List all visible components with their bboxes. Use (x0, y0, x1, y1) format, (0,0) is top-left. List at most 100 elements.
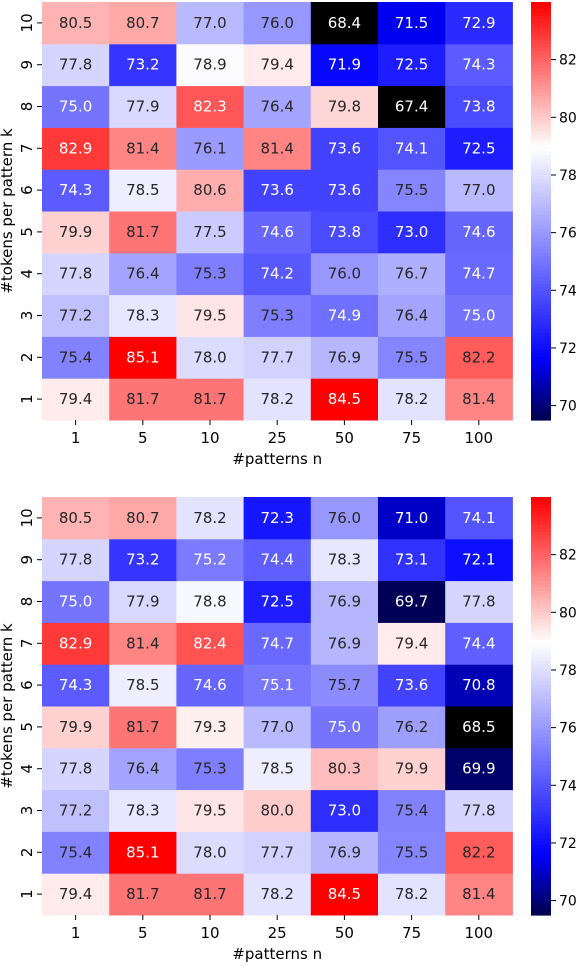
cell-value-label: 76.1 (193, 139, 226, 157)
colorbar-segment (531, 712, 551, 718)
x-tick-label: 25 (268, 924, 287, 942)
y-tick-label: 4 (18, 269, 36, 279)
cell-value-label: 68.5 (462, 718, 495, 736)
colorbar-segment (531, 71, 551, 76)
heatmap-cell-k7-n25 (243, 127, 312, 170)
colorbar-segment (531, 552, 551, 557)
heatmap-cell-k1-n5 (109, 378, 177, 421)
cell-value-label: 77.0 (193, 14, 226, 32)
colorbar-segment (531, 514, 551, 519)
cell-value-label: 82.2 (462, 843, 495, 861)
y-tick-label: 10 (18, 13, 36, 32)
colorbar-tick-label: 80 (559, 110, 577, 126)
cell-value-label: 75.3 (260, 307, 293, 325)
colorbar-segment (531, 772, 551, 777)
x-tick-label: 5 (138, 429, 148, 447)
colorbar-segment (531, 266, 551, 271)
heatmap-cell-k6-n10 (176, 169, 245, 212)
colorbar-segment (531, 726, 551, 731)
heatmap-cell-k10-n50 (310, 2, 379, 45)
cell-value-label: 76.9 (328, 634, 361, 652)
cell-value-label: 78.3 (126, 802, 159, 820)
colorbar-segment (531, 2, 551, 7)
colorbar-segment (531, 207, 551, 212)
heatmap-cell-k10-n75 (378, 497, 446, 540)
colorbar-segment (531, 733, 551, 738)
x-tick-label: 5 (138, 924, 148, 942)
heatmap-cell-k7-n100 (445, 622, 513, 665)
cell-value-label: 77.7 (260, 348, 293, 366)
cell-value-label: 79.5 (193, 802, 226, 820)
heatmap-cell-k2-n1 (42, 831, 110, 874)
heatmap-cell-k2-n75 (378, 336, 446, 379)
cell-value-label: 74.4 (462, 634, 495, 652)
heatmap-cell-k6-n1 (42, 664, 110, 707)
colorbar-segment (531, 360, 551, 365)
colorbar-tick-label: 70 (559, 894, 577, 910)
colorbar-segment (531, 92, 551, 97)
cell-value-label: 71.9 (328, 56, 361, 74)
colorbar-segment (531, 507, 551, 512)
cell-value-label: 79.4 (59, 885, 92, 903)
cell-value-label: 80.6 (193, 181, 226, 199)
heatmap-cell-k3-n100 (445, 789, 513, 832)
heatmap-cell-k3-n1 (42, 294, 110, 337)
cell-value-label: 75.4 (59, 348, 92, 366)
heatmap-cell-k2-n5 (109, 831, 177, 874)
x-tick-label: 10 (200, 429, 219, 447)
heatmap-cell-k9-n10 (176, 538, 245, 582)
heatmap-cell-k2-n50 (310, 336, 379, 379)
cell-value-label: 84.5 (328, 390, 361, 408)
y-axis-label: #tokens per pattern k (0, 623, 16, 789)
colorbar-segment (531, 54, 551, 59)
cell-value-label: 78.3 (328, 551, 361, 569)
colorbar-segment (531, 68, 551, 73)
cell-value-label: 75.4 (395, 802, 428, 820)
heatmap-cell-k5-n75 (378, 706, 446, 749)
colorbar-segment (531, 702, 551, 707)
colorbar-segment (531, 629, 551, 634)
colorbar-segment (531, 353, 551, 358)
heatmap-cell-k3-n75 (378, 294, 446, 337)
heatmap-cell-k9-n25 (243, 43, 312, 87)
colorbar-segment (531, 336, 551, 341)
cell-value-label: 76.9 (328, 593, 361, 611)
y-tick-label: 10 (18, 508, 36, 527)
colorbar-segment (531, 737, 551, 742)
colorbar-segment (531, 706, 551, 711)
colorbar-segment (531, 130, 551, 135)
heatmap-cell-k9-n5 (109, 538, 177, 582)
colorbar-segment (531, 381, 551, 386)
heatmap-cell-k7-n75 (378, 127, 446, 170)
colorbar-segment (531, 329, 551, 334)
cell-value-label: 81.7 (126, 718, 159, 736)
colorbar-segment (531, 217, 551, 223)
colorbar-segment (531, 887, 551, 892)
heatmap-cell-k10-n100 (445, 2, 513, 45)
cell-value-label: 74.3 (59, 676, 92, 694)
cell-value-label: 77.9 (126, 98, 159, 116)
heatmap-cell-k1-n25 (243, 873, 312, 916)
colorbar-segment (531, 904, 551, 909)
colorbar-2: 70 72 74 76 78 80 82 (531, 497, 577, 916)
colorbar-segment (531, 556, 551, 561)
cell-value-label: 74.9 (328, 307, 361, 325)
cell-value-label: 81.4 (462, 390, 495, 408)
colorbar-tick-label: 76 (559, 226, 577, 242)
cell-value-label: 73.8 (328, 223, 361, 241)
cell-value-label: 75.5 (395, 181, 428, 199)
cell-value-label: 75.3 (193, 760, 226, 778)
cell-value-label: 74.6 (462, 223, 495, 241)
cell-value-label: 77.5 (193, 223, 226, 241)
colorbar-segment (531, 284, 551, 289)
cell-value-label: 75.1 (260, 676, 293, 694)
y-tick-label: 3 (18, 806, 36, 816)
colorbar-segment (531, 165, 551, 170)
colorbar-segment (531, 681, 551, 686)
colorbar-segment (531, 5, 551, 10)
cell-value-label: 81.7 (126, 390, 159, 408)
cell-value-label: 81.4 (462, 885, 495, 903)
heatmap-cell-k4-n5 (109, 747, 177, 791)
heatmap-cell-k1-n50 (310, 378, 379, 421)
cell-value-label: 81.7 (126, 223, 159, 241)
